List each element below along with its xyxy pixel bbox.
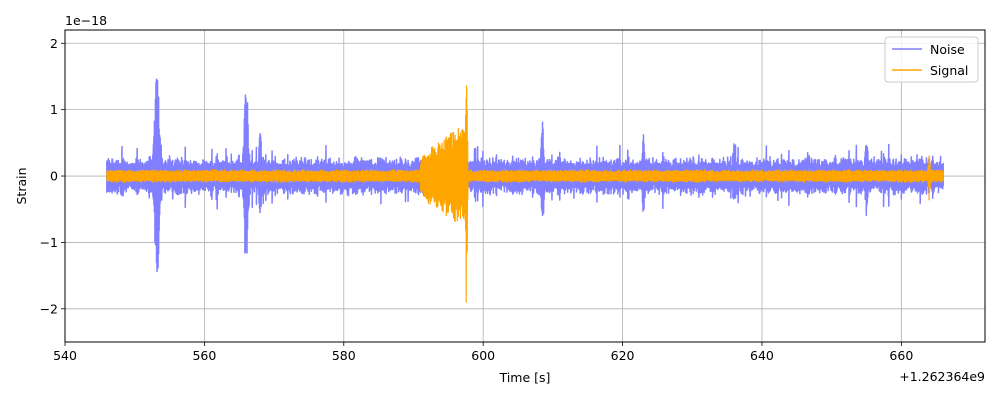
x-tick-label: 640 xyxy=(750,348,774,363)
legend: Noise Signal xyxy=(884,36,979,83)
x-tick-label: 560 xyxy=(192,348,216,363)
plot-area-frame xyxy=(64,29,986,343)
x-axis-label: Time [s] xyxy=(499,370,551,385)
y-axis-ticks: −2 −1 0 1 2 xyxy=(40,36,65,316)
x-tick-label: 580 xyxy=(332,348,356,363)
y-axis-label: Strain xyxy=(14,167,29,204)
legend-label-noise: Noise xyxy=(930,42,965,57)
y-tick-label: 2 xyxy=(50,36,58,51)
x-tick-label: 660 xyxy=(889,348,913,363)
y-tick-label: −1 xyxy=(40,235,58,250)
y-tick-label: 1 xyxy=(50,102,58,117)
signal-series-line xyxy=(106,85,944,303)
x-axis-ticks: 540 560 580 600 620 640 660 xyxy=(53,342,913,363)
x-offset-text: +1.262364e9 xyxy=(899,369,985,384)
x-tick-label: 540 xyxy=(53,348,77,363)
legend-label-signal: Signal xyxy=(930,63,968,78)
x-tick-label: 620 xyxy=(611,348,635,363)
y-tick-label: −2 xyxy=(40,301,58,316)
x-tick-label: 600 xyxy=(471,348,495,363)
y-scale-text: 1e−18 xyxy=(65,13,107,28)
series-layer xyxy=(106,78,944,303)
y-tick-label: 0 xyxy=(50,169,58,184)
